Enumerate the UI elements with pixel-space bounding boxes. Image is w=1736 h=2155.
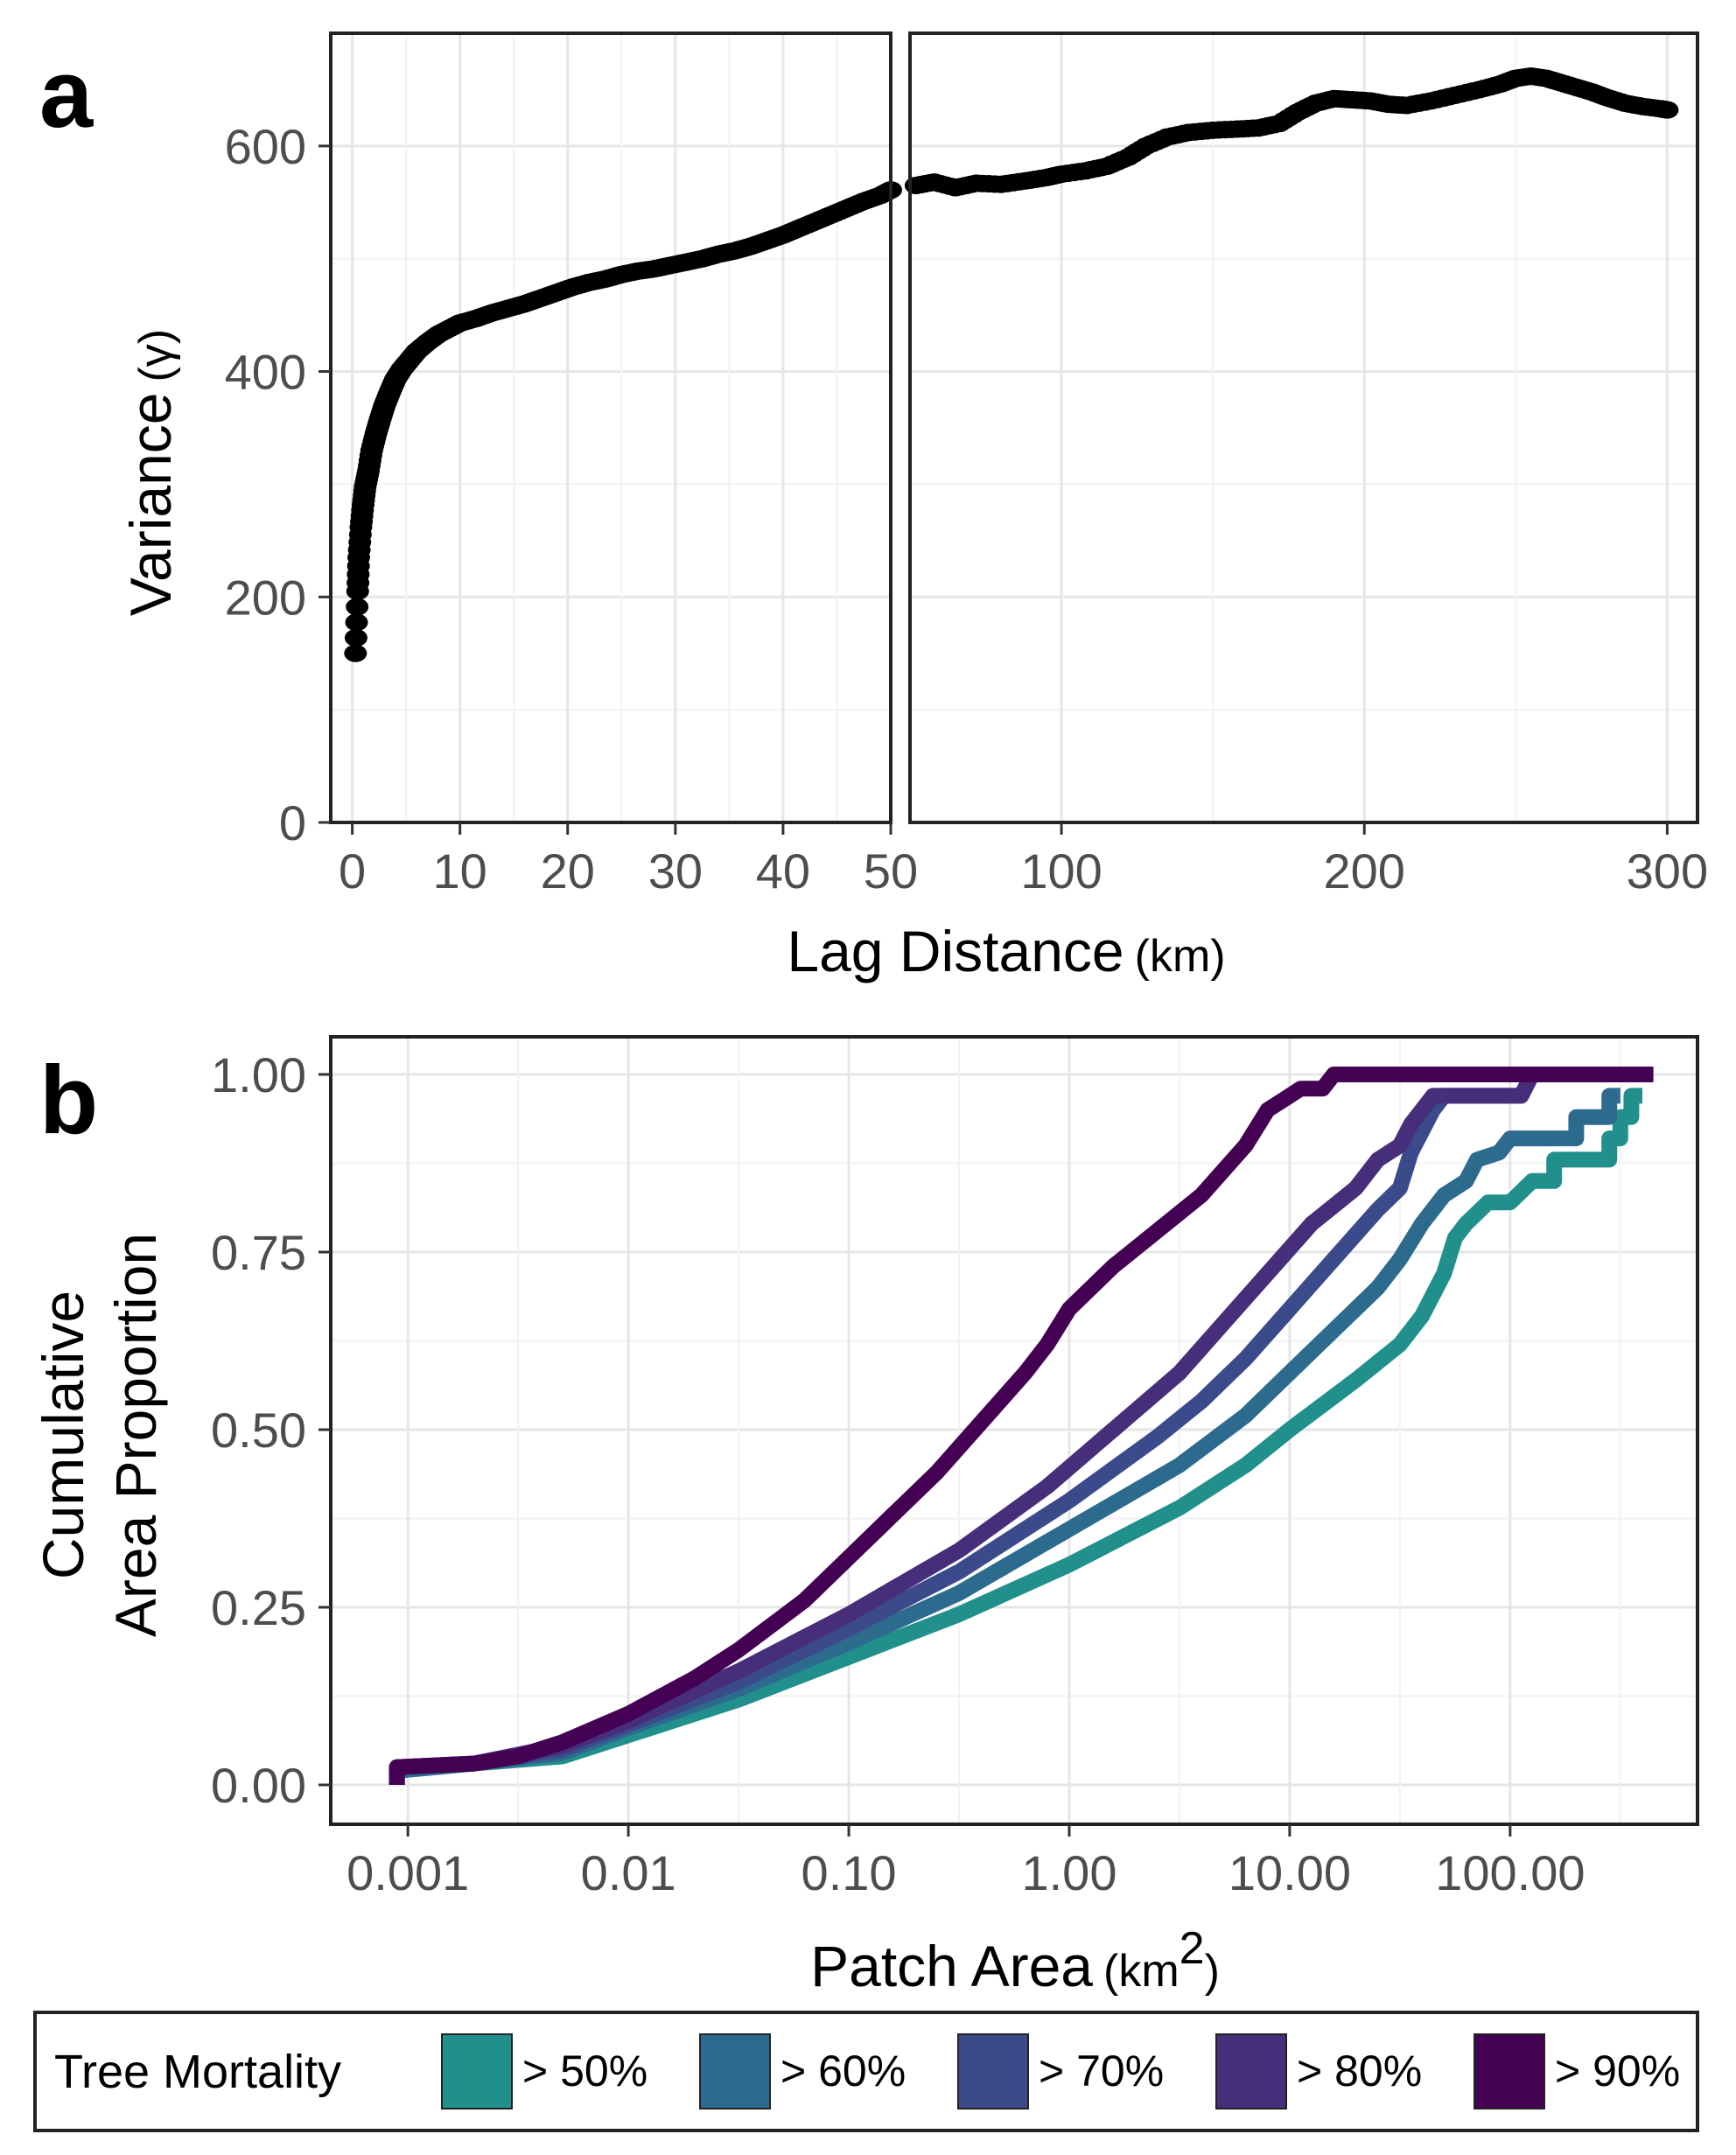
x-tick-label: 100 bbox=[1020, 843, 1102, 899]
y-tick-label: 1.00 bbox=[211, 1047, 306, 1102]
y-tick-label: 0.75 bbox=[211, 1225, 306, 1280]
legend-swatch bbox=[1215, 2033, 1287, 2110]
x-tick-label: 0.10 bbox=[802, 1845, 897, 1900]
panel-a-y-axis: 0 200 400 600 bbox=[225, 119, 331, 850]
panel-label-a: a bbox=[39, 40, 94, 148]
y-tick-label: 0.25 bbox=[211, 1580, 306, 1635]
series-line bbox=[388, 1088, 1620, 1785]
x-tick-label: 30 bbox=[648, 843, 703, 899]
legend-label: > 70% bbox=[1039, 2047, 1164, 2096]
x-tick-label: 0 bbox=[339, 843, 366, 899]
panel-label-b: b bbox=[39, 1046, 98, 1154]
legend-items: > 50% > 60% > 70% > 80% > 90% bbox=[441, 2033, 1680, 2110]
x-tick-label: 0.001 bbox=[346, 1845, 469, 1900]
legend-swatch bbox=[957, 2033, 1029, 2110]
y-tick-label: 600 bbox=[225, 119, 306, 174]
x-tick-label: 1.00 bbox=[1021, 1845, 1116, 1900]
data-point bbox=[346, 598, 369, 616]
data-point bbox=[345, 613, 368, 632]
y-tick-label: 0.00 bbox=[211, 1758, 306, 1813]
series-line bbox=[388, 1067, 1654, 1785]
data-point bbox=[344, 644, 368, 662]
panel-b-x-axis: 0.001 0.01 0.10 1.00 10.00 100.00 bbox=[346, 1824, 1585, 1900]
y-tick-label: 200 bbox=[225, 570, 306, 625]
legend-swatch bbox=[699, 2033, 771, 2110]
x-tick-label: 10.00 bbox=[1228, 1845, 1351, 1900]
legend-label: > 60% bbox=[780, 2047, 906, 2096]
panel-b-x-axis-title: Patch Area (km2) bbox=[810, 1923, 1220, 1998]
panel-a-variogram: 0 200 400 600 0 10 20 30 40 50 100 200 300 Variance… bbox=[118, 31, 1708, 983]
y-tick-label: 0.50 bbox=[211, 1403, 306, 1458]
x-tick-label: 100.00 bbox=[1435, 1845, 1585, 1900]
x-tick-label: 200 bbox=[1324, 843, 1405, 899]
panel-b-cumulative: 0.00 0.25 0.50 0.75 1.00 0.001 0.01 0.10 1.00 10… bbox=[31, 1035, 1699, 1998]
y-tick-label: 0 bbox=[279, 795, 306, 850]
legend: Tree Mortality > 50% > 60% > 70% > 80% > 90% bbox=[33, 2011, 1699, 2132]
data-point bbox=[876, 182, 900, 200]
x-tick-label: 300 bbox=[1627, 843, 1708, 899]
legend-box bbox=[33, 2011, 1699, 2132]
legend-label: > 90% bbox=[1555, 2047, 1680, 2096]
x-tick-label: 0.01 bbox=[581, 1845, 676, 1900]
x-tick-label: 20 bbox=[541, 843, 595, 899]
data-point bbox=[346, 556, 370, 575]
legend-swatch bbox=[441, 2033, 513, 2110]
data-point bbox=[348, 526, 372, 544]
data-point bbox=[1656, 101, 1679, 119]
panel-a-right-grid bbox=[909, 32, 1698, 824]
x-tick-label: 40 bbox=[756, 843, 810, 899]
x-tick-label: 10 bbox=[433, 843, 487, 899]
panel-a-left-border bbox=[329, 31, 892, 824]
legend-title: Tree Mortality bbox=[54, 2046, 341, 2098]
panel-a-y-axis-title: Variance(γ) bbox=[118, 329, 183, 616]
panel-b-y-axis-title-line2: Area Proportion bbox=[103, 1233, 168, 1637]
data-point bbox=[344, 628, 368, 647]
y-tick-label: 400 bbox=[225, 345, 306, 400]
x-tick-label: 50 bbox=[864, 843, 918, 899]
panel-a-x-axis-title: Lag Distance (km) bbox=[787, 919, 1225, 983]
panel-b-series bbox=[388, 1067, 1654, 1785]
panel-b-y-axis: 0.00 0.25 0.50 0.75 1.00 bbox=[211, 1047, 331, 1813]
panel-a-right-border bbox=[908, 31, 1699, 824]
legend-swatch bbox=[1474, 2033, 1545, 2110]
panel-a-x-axis: 0 10 20 30 40 50 100 200 300 bbox=[339, 822, 1708, 899]
series-line bbox=[388, 1088, 1642, 1785]
legend-label: > 80% bbox=[1297, 2047, 1422, 2096]
panel-a-left-grid bbox=[331, 32, 892, 824]
panel-b-y-axis-title-line1: Cumulative bbox=[31, 1291, 95, 1579]
legend-label: > 50% bbox=[522, 2047, 648, 2096]
panel-a-points bbox=[344, 66, 1679, 662]
